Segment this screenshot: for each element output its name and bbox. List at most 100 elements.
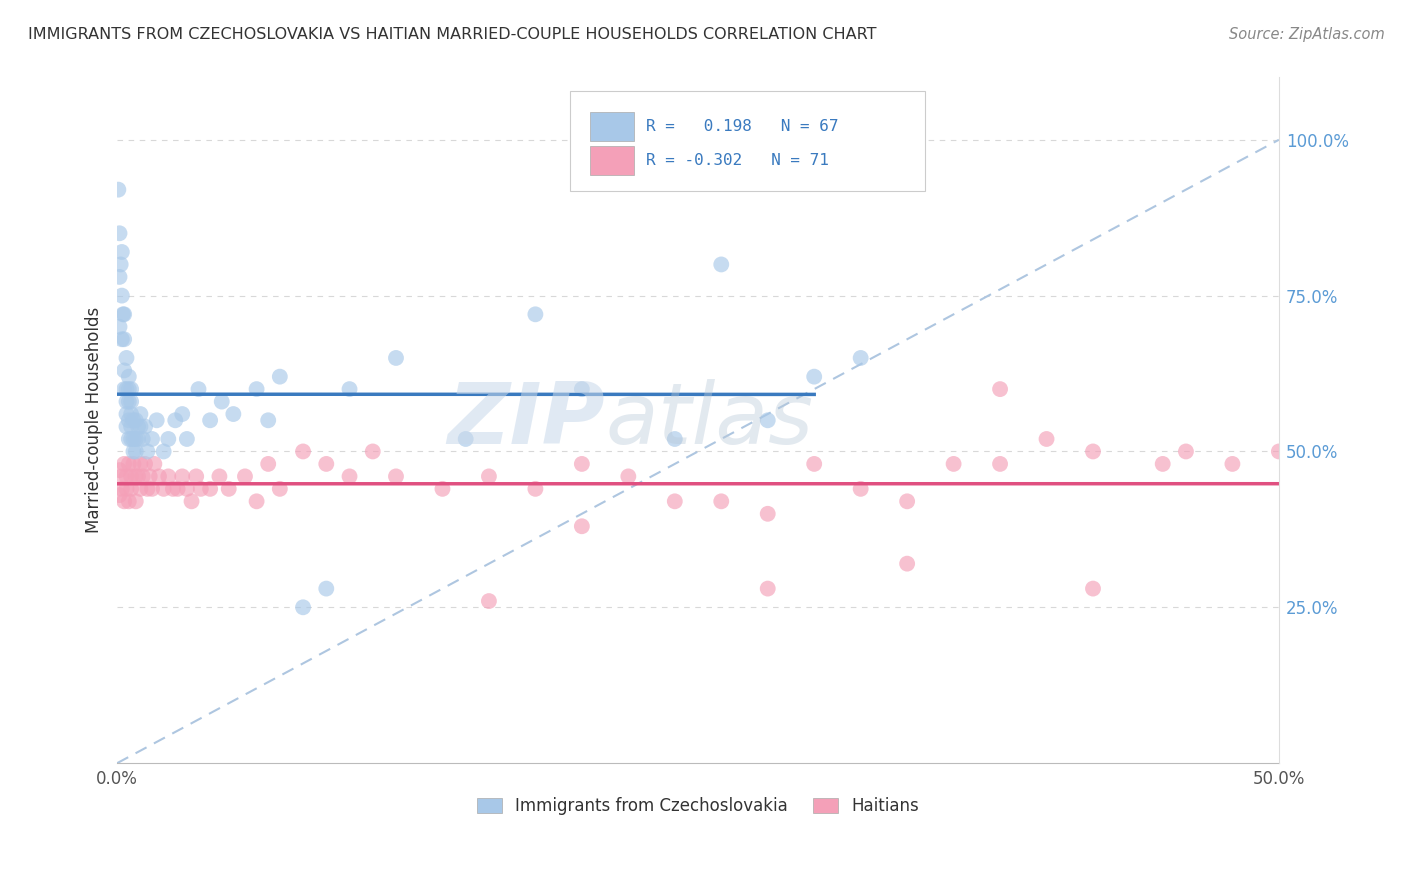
- Point: [315, 582, 337, 596]
- Point: [118, 494, 141, 508]
- Point: [127, 419, 149, 434]
- Point: [125, 444, 148, 458]
- Point: [108, 488, 131, 502]
- Point: [269, 369, 291, 384]
- Text: R =   0.198   N = 67: R = 0.198 N = 67: [645, 119, 838, 134]
- Point: [132, 469, 155, 483]
- Point: [756, 582, 779, 596]
- Bar: [591, 146, 634, 175]
- Point: [122, 413, 145, 427]
- Point: [896, 557, 918, 571]
- Y-axis label: Married-couple Households: Married-couple Households: [86, 307, 103, 533]
- Point: [1222, 457, 1244, 471]
- Point: [211, 394, 233, 409]
- Point: [292, 444, 315, 458]
- Point: [115, 407, 138, 421]
- Point: [339, 469, 361, 483]
- Point: [176, 432, 198, 446]
- Point: [849, 351, 872, 365]
- Point: [208, 469, 231, 483]
- Text: ZIP: ZIP: [447, 379, 605, 462]
- Point: [120, 432, 142, 446]
- Point: [118, 413, 141, 427]
- Point: [257, 413, 280, 427]
- Point: [112, 363, 135, 377]
- Point: [524, 482, 547, 496]
- Point: [120, 407, 142, 421]
- Point: [136, 444, 159, 458]
- Point: [111, 244, 134, 259]
- Point: [190, 482, 212, 496]
- Point: [115, 469, 138, 483]
- Point: [138, 469, 160, 483]
- Point: [756, 507, 779, 521]
- Point: [148, 469, 170, 483]
- Point: [108, 269, 131, 284]
- Point: [1081, 444, 1104, 458]
- Point: [134, 457, 156, 471]
- Point: [186, 469, 208, 483]
- Text: Source: ZipAtlas.com: Source: ZipAtlas.com: [1229, 27, 1385, 42]
- Point: [118, 382, 141, 396]
- Point: [257, 457, 280, 471]
- Point: [145, 413, 167, 427]
- Point: [120, 482, 142, 496]
- Point: [165, 413, 187, 427]
- Point: [385, 469, 408, 483]
- Point: [571, 382, 593, 396]
- Bar: [591, 112, 634, 141]
- Point: [118, 432, 141, 446]
- Point: [157, 432, 180, 446]
- Point: [339, 382, 361, 396]
- Point: [269, 482, 291, 496]
- Point: [803, 369, 825, 384]
- Text: R = -0.302   N = 71: R = -0.302 N = 71: [645, 153, 828, 168]
- Point: [112, 382, 135, 396]
- Point: [1152, 457, 1174, 471]
- Point: [664, 494, 686, 508]
- Point: [222, 407, 245, 421]
- Point: [107, 183, 129, 197]
- Point: [108, 463, 131, 477]
- Point: [849, 482, 872, 496]
- Point: [115, 394, 138, 409]
- Point: [125, 432, 148, 446]
- Point: [141, 482, 163, 496]
- Point: [172, 469, 194, 483]
- Point: [478, 594, 501, 608]
- Point: [141, 432, 163, 446]
- Point: [120, 469, 142, 483]
- Point: [710, 257, 733, 271]
- Point: [120, 419, 142, 434]
- Point: [120, 394, 142, 409]
- Point: [111, 288, 134, 302]
- Point: [122, 432, 145, 446]
- Point: [143, 457, 166, 471]
- Point: [162, 482, 184, 496]
- Point: [361, 444, 384, 458]
- Point: [1174, 444, 1197, 458]
- Point: [115, 351, 138, 365]
- Point: [125, 413, 148, 427]
- Point: [315, 457, 337, 471]
- FancyBboxPatch shape: [571, 91, 925, 191]
- Point: [122, 444, 145, 458]
- Point: [198, 482, 221, 496]
- Point: [134, 419, 156, 434]
- Point: [1081, 582, 1104, 596]
- Point: [125, 494, 148, 508]
- Point: [454, 432, 477, 446]
- Point: [157, 469, 180, 483]
- Point: [132, 432, 155, 446]
- Point: [432, 482, 454, 496]
- Point: [187, 382, 209, 396]
- Point: [111, 307, 134, 321]
- Point: [756, 413, 779, 427]
- Point: [664, 432, 686, 446]
- Point: [245, 494, 267, 508]
- Point: [988, 457, 1011, 471]
- Point: [385, 351, 408, 365]
- Point: [108, 319, 131, 334]
- Point: [125, 469, 148, 483]
- Point: [129, 482, 152, 496]
